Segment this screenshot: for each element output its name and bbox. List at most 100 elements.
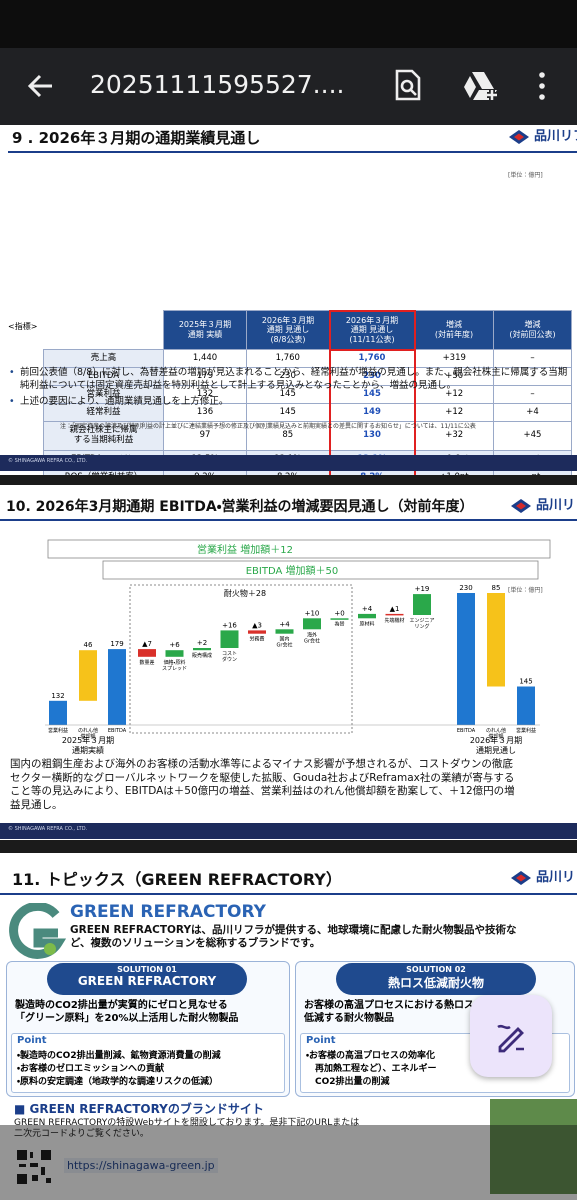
value-label: +19 <box>415 585 430 593</box>
bar-category: 海外 Gr会社 <box>304 631 320 644</box>
header-cell: 2026年３月期 通期 見通し (8/8公表) <box>246 310 330 350</box>
point-item: ・製造時のCO2排出量削減、鉱物資源消費量の削減 <box>17 1051 221 1061</box>
body-line: 益見通し。 <box>10 798 63 811</box>
body-line: 国内の粗鋼生産および海外のお客様の活動水準等によるマイナス影響が予想されるが、コ… <box>10 758 513 770</box>
logo-mark <box>509 130 529 144</box>
bar <box>108 649 126 725</box>
bar-category: エンジニアリング <box>409 618 434 630</box>
label-line: 海外 <box>307 631 317 638</box>
body-line: こと等の見込みにより、EBITDAは＋50億円の増益、営業利益はのれん他償却額を… <box>10 785 515 798</box>
table-cell: 1,440 <box>163 349 247 368</box>
brand-name: GREEN REFRACTORY <box>70 902 266 922</box>
search-button[interactable] <box>392 68 424 102</box>
header-cell: 増減 (対前年度) <box>414 310 494 350</box>
edit-icon <box>497 1024 524 1053</box>
body-text: 国内の粗鋼生産および海外のお客様の活動水準等によるマイナス影響が予想されるが、コ… <box>10 758 577 813</box>
label-line: 2025年３月期 <box>62 735 114 745</box>
op-increase: 営業利益 増加額＋12 <box>197 543 293 556</box>
bullets: • 前回公表値（8/8）に対し、為替差益の増加が見込まれることから、経常利益が増益… <box>8 367 574 411</box>
value-label: +10 <box>305 609 320 617</box>
refractory-label: 耐火物＋28 <box>224 588 266 598</box>
bar <box>457 593 475 725</box>
unit: [単位：億円] <box>508 586 543 594</box>
table-cell: 1,760 <box>328 349 416 368</box>
label-line: 2026年３月期 <box>470 735 522 745</box>
bar <box>275 629 294 634</box>
label-line: 数量差 <box>139 659 154 666</box>
bullet-dot: • <box>9 367 15 378</box>
bar <box>220 630 239 648</box>
value-label: 230 <box>459 584 472 592</box>
waterfall-chart: 営業利益 増加額＋12 EBITDA 増加額＋50 耐火物＋28 [単位：億円] 132… <box>45 539 551 755</box>
bullet: • 上述の要因により、通期業績見通しを上方修正。 <box>8 396 574 409</box>
bar <box>138 649 156 657</box>
bar <box>358 613 376 619</box>
label-line: 原材料 <box>359 620 374 627</box>
header-cell <box>43 310 164 350</box>
bar-category: 営業利益 <box>516 727 536 734</box>
qr-code[interactable] <box>16 1149 52 1185</box>
label-line: のれん他 <box>78 727 98 734</box>
table-cell: 経常利益 <box>43 403 164 422</box>
solution-header: SOLUTION 02 熱ロス低減耐火物 <box>336 963 536 995</box>
logo: 品川リ <box>536 870 576 885</box>
bar <box>193 648 211 651</box>
solution-name: GREEN REFRACTORY <box>77 974 217 988</box>
table-cell: 売上高 <box>43 349 164 368</box>
slide-title: 10. 2026年3月期通期 EBITDA・営業利益の増減要因見通し（対前年度） <box>6 499 474 515</box>
value-label: ▲1 <box>390 605 400 613</box>
back-button[interactable] <box>26 72 56 100</box>
label-line: 国内 <box>279 636 289 643</box>
indicator-label: <指標> <box>8 322 38 331</box>
table-cell: 1,760 <box>246 349 330 368</box>
edit-fab[interactable] <box>470 995 552 1077</box>
title-rule <box>0 893 577 895</box>
header-cell: 2025年３月期 通期 実績 <box>163 310 247 350</box>
header-cell: 2026年３月期 通期 見通し (11/11公表) <box>328 309 416 351</box>
table-cell: EBITDA <box>43 367 164 386</box>
footer-band: © SHINAGAWA REFRA CO., LTD. <box>0 455 577 471</box>
value-label: +16 <box>222 621 237 629</box>
more-button[interactable] <box>536 70 548 102</box>
table-cell: – <box>493 349 572 368</box>
point-title: Point <box>306 1035 336 1046</box>
table-cell: 親会社株主に帰属 する当期純利益 <box>43 421 164 451</box>
table-cell: +45 <box>493 421 572 451</box>
bar-category: 営業利益 <box>48 727 68 734</box>
bar <box>79 650 97 701</box>
bar <box>49 700 67 725</box>
drive-button[interactable] <box>462 70 500 102</box>
table-row: 売上高 1,440 1,760 1,760 +319– <box>43 349 572 368</box>
label-line: Gr会社 <box>304 637 320 644</box>
bar-category: 価格・原料スプレッド <box>162 659 187 672</box>
value-label: 145 <box>519 678 532 686</box>
point-item: CO2排出量の削減 <box>315 1077 390 1087</box>
label-line: 為替 <box>334 620 344 627</box>
bar <box>330 618 349 620</box>
bar <box>385 613 404 616</box>
bar <box>487 593 505 687</box>
title-rule <box>0 519 577 521</box>
table-row: EBITDA 179 230 230 +50– <box>43 367 572 386</box>
site-url[interactable]: https://shinagawa-green.jp <box>64 1158 218 1174</box>
value-label: +6 <box>169 641 180 649</box>
value-label: ▲7 <box>142 640 152 648</box>
table-cell: +319 <box>414 349 494 368</box>
bar <box>517 686 535 725</box>
op-increase-box <box>47 539 551 559</box>
site-text: GREEN REFRACTORYの特設Webサイトを開設しております。是非下記の… <box>14 1118 360 1139</box>
label-line: スプレッド <box>162 666 187 672</box>
period-label: 2025年３月期通期実績 <box>62 735 114 755</box>
solution-header: SOLUTION 01 GREEN REFRACTORY <box>47 963 247 995</box>
value-label: 132 <box>51 692 64 700</box>
site-heading: ■ GREEN REFRACTORYのブランドサイト <box>14 1102 264 1116</box>
bullet: • 前回公表値（8/8）に対し、為替差益の増加が見込まれることから、経常利益が増益… <box>8 367 574 393</box>
label-line: 価格・原料 <box>164 659 186 666</box>
body-line: セクター横断的なグローバルネットワークを駆使した拡販、Gouda社およびRefr… <box>10 771 515 784</box>
bar-category: 国内 Gr会社 <box>277 636 293 649</box>
period-label: 2026年３月期通期見通し <box>470 735 522 755</box>
status-bar <box>0 0 577 48</box>
label-line: 販売構成 <box>192 652 212 659</box>
ebitda-increase-box <box>102 560 539 580</box>
